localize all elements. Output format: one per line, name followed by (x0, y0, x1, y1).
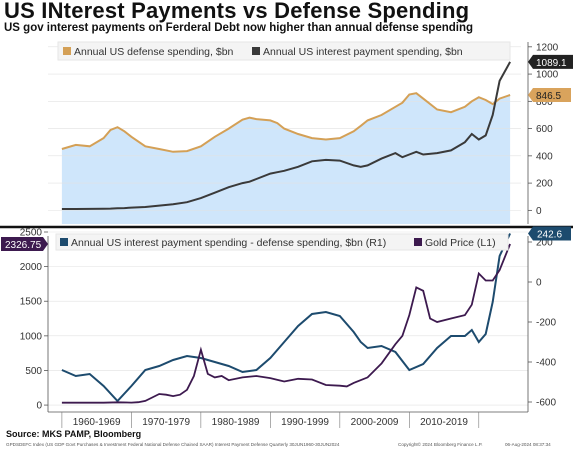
badge-interest-value: 1089.1 (536, 58, 567, 69)
badge-interest-last (528, 54, 573, 69)
left-axis-tick-label: 1500 (20, 297, 43, 308)
date-stamp: 06-Aug-2024 08:37:34 (505, 442, 551, 447)
top-axis-tick-label: 1000 (536, 70, 559, 81)
chart-subtitle: US gov interest payments on Ferderal Deb… (4, 22, 474, 34)
x-axis-tick-label: 2010-2019 (420, 417, 468, 428)
top-panel: 0 200 400 600 800 1000 1200 Annual US defense s… (0, 37, 573, 229)
right-axis-tick-label: 0 (536, 278, 542, 289)
right-axis-tick-label: -400 (536, 358, 556, 369)
legend-swatch-gold (414, 238, 422, 246)
right-axis-tick-label: -200 (536, 318, 556, 329)
copyright-note: Copyright© 2024 Bloomberg Finance L.P. (398, 442, 483, 447)
x-axis-tick-label: 1970-1979 (142, 417, 190, 428)
gold-price-line (61, 243, 511, 404)
legend-swatch-defense (63, 47, 71, 55)
legend-label-diff: Annual US interest payment spending - de… (71, 237, 386, 249)
chart-title: US INterest Payments vs Defense Spending (4, 0, 470, 23)
bottom-panel: 0 500 1000 1500 2000 2500 -600 -400 -200 0 200 1960… (1, 226, 571, 428)
left-axis-tick-label: 0 (36, 401, 42, 412)
right-axis-tick-label: 200 (536, 238, 553, 249)
legend-label-defense: Annual US defense spending, $bn (74, 46, 234, 58)
x-axis-tick-label: 1960-1969 (73, 417, 121, 428)
bottom-legend-box (55, 233, 509, 251)
source-note: Source: MKS PAMP, Bloomberg (6, 429, 142, 439)
top-legend-box (57, 41, 511, 61)
x-axis-tick-label: 1980-1989 (212, 417, 260, 428)
badge-gold-last (1, 236, 48, 251)
badge-diff-value: 242.6 (537, 229, 562, 240)
top-axis-tick-label: 0 (536, 206, 542, 217)
top-axis-tick-label: 1200 (536, 42, 559, 53)
x-axis-tick-label: 1990-1999 (281, 417, 329, 428)
top-axis-tick-label: 800 (536, 97, 553, 108)
top-axis-tick-label: 400 (536, 151, 553, 162)
left-axis-tick-label: 2500 (20, 228, 43, 239)
top-axis-tick-label: 200 (536, 179, 553, 190)
left-axis-tick-label: 1000 (20, 331, 43, 342)
legend-label-interest: Annual US interest payment spending, $bn (263, 46, 463, 58)
legend-swatch-interest (252, 47, 260, 55)
badge-diff-last (528, 226, 571, 241)
legend-label-gold: Gold Price (L1) (425, 237, 496, 249)
top-axis-tick-label: 600 (536, 124, 553, 135)
left-axis-tick-label: 500 (25, 366, 42, 377)
footer-note: GPDSDEFC Index (US GDP Govt Purchases & … (6, 442, 340, 447)
badge-defense-last (528, 87, 571, 102)
interest-payment-line (61, 61, 511, 210)
x-axis-tick-label: 2000-2009 (351, 417, 399, 428)
defense-spending-line (61, 92, 511, 153)
defense-area-fill (61, 93, 511, 224)
right-axis-tick-label: -600 (536, 398, 556, 409)
legend-swatch-diff (60, 238, 68, 246)
badge-defense-value: 846.5 (536, 91, 561, 102)
badge-gold-value: 2326.75 (5, 240, 42, 251)
interest-minus-defense-line (61, 233, 512, 403)
left-axis-tick-label: 2000 (20, 262, 43, 273)
